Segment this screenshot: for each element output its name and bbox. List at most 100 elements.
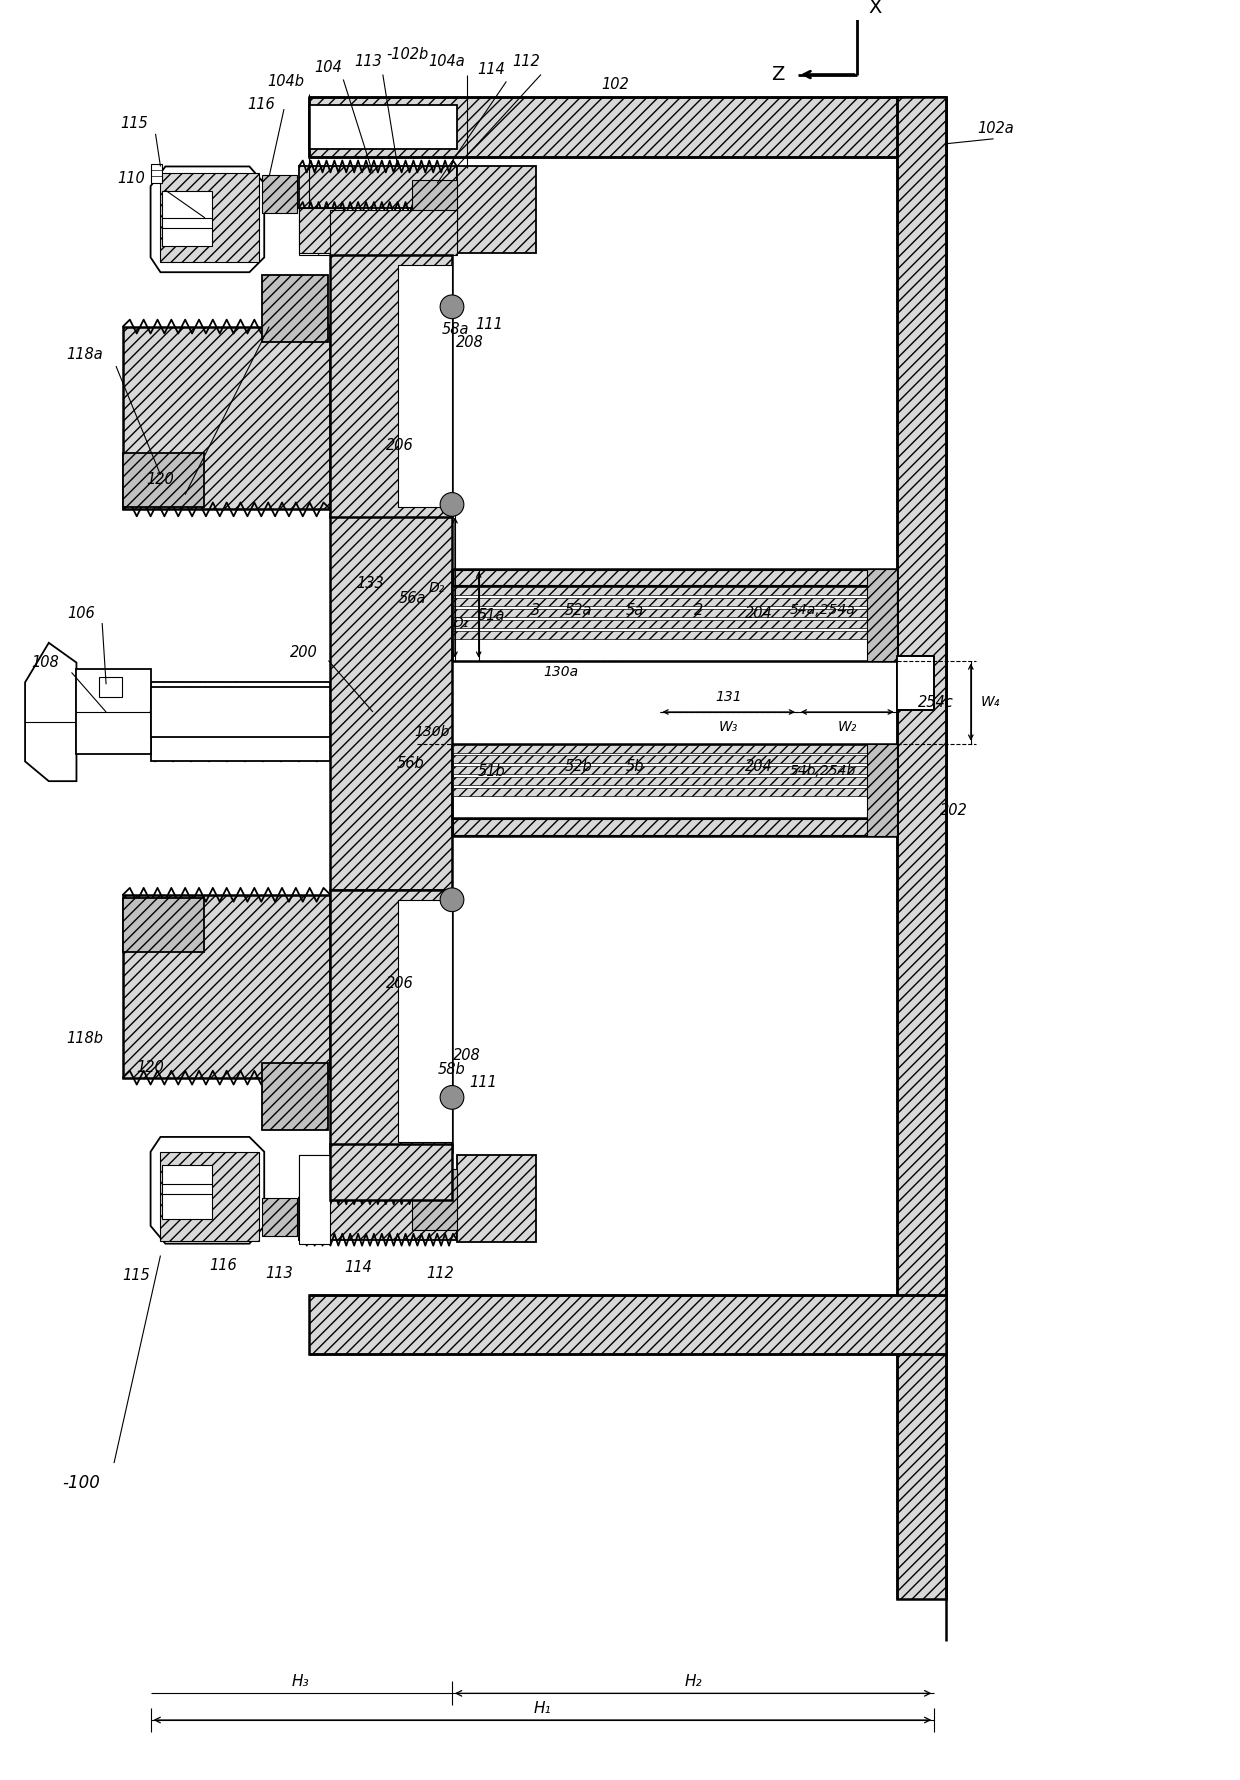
Polygon shape [25, 643, 77, 781]
Text: 56b: 56b [397, 756, 424, 771]
Bar [453, 789, 895, 796]
Bar [398, 265, 453, 507]
Bar [453, 587, 895, 595]
Text: 115: 115 [120, 116, 148, 132]
Bar [453, 609, 895, 618]
Text: 104b: 104b [268, 75, 305, 89]
Text: 116: 116 [248, 96, 275, 112]
Text: 133: 133 [356, 577, 384, 591]
Circle shape [440, 888, 464, 911]
Text: H₁: H₁ [533, 1700, 551, 1716]
Text: W₄: W₄ [981, 696, 1001, 708]
Bar [330, 1145, 453, 1200]
Bar [160, 173, 259, 262]
Text: 204: 204 [744, 605, 773, 621]
Text: 130a: 130a [543, 666, 578, 680]
Bar [262, 276, 329, 342]
Text: 113: 113 [265, 1266, 293, 1282]
Text: 120: 120 [146, 472, 175, 488]
Text: W₃: W₃ [719, 719, 738, 733]
Text: 111: 111 [470, 1075, 497, 1089]
Bar [299, 1155, 343, 1200]
Polygon shape [150, 167, 264, 272]
Bar [897, 98, 946, 1600]
Text: 5b: 5b [625, 758, 644, 774]
Bar [453, 755, 895, 764]
Text: 54b,254b: 54b,254b [790, 764, 856, 778]
Bar [413, 1168, 456, 1230]
Bar [150, 164, 162, 183]
Bar [123, 895, 330, 1077]
Text: 208: 208 [456, 335, 484, 351]
Bar [330, 514, 453, 890]
Text: 115: 115 [122, 1267, 150, 1283]
Bar [299, 167, 330, 255]
Text: 113: 113 [355, 53, 382, 69]
Text: 110: 110 [117, 171, 145, 185]
Text: W₂: W₂ [837, 719, 857, 733]
Text: 116: 116 [208, 1258, 237, 1273]
Text: 3: 3 [532, 603, 541, 618]
Bar [453, 767, 895, 774]
Text: 106: 106 [67, 605, 95, 621]
Text: 130b: 130b [414, 724, 450, 739]
Bar [330, 890, 453, 1152]
Text: 104: 104 [315, 61, 342, 75]
Text: 208: 208 [453, 1048, 481, 1063]
Bar [456, 1155, 536, 1242]
Bar [299, 1198, 456, 1239]
Text: 104a: 104a [429, 53, 465, 69]
Text: 108: 108 [31, 655, 58, 669]
Bar [398, 899, 453, 1143]
Bar [299, 167, 456, 208]
Text: 112: 112 [512, 53, 539, 69]
Bar [77, 669, 150, 755]
Text: 200: 200 [290, 644, 317, 660]
Bar [453, 570, 895, 586]
Bar [330, 210, 456, 255]
Bar [453, 630, 895, 639]
Circle shape [440, 295, 464, 319]
Bar [123, 454, 203, 507]
Bar [309, 105, 456, 150]
Text: 206: 206 [386, 438, 413, 452]
Bar [453, 744, 895, 753]
Bar [897, 655, 934, 710]
Text: 58b: 58b [438, 1063, 466, 1077]
Bar [123, 897, 203, 952]
Text: 54a,254a: 54a,254a [790, 603, 856, 618]
Text: 202: 202 [940, 803, 968, 819]
Text: H₂: H₂ [684, 1673, 702, 1689]
Bar [453, 619, 895, 628]
Bar [262, 1198, 296, 1235]
Text: -102b: -102b [387, 48, 429, 62]
Bar [123, 326, 330, 509]
Bar [456, 167, 536, 253]
Text: 52b: 52b [564, 758, 593, 774]
Polygon shape [150, 1137, 264, 1244]
Bar [867, 568, 897, 660]
Text: 118b: 118b [66, 1031, 103, 1045]
Text: 206: 206 [386, 975, 413, 991]
Text: D₂: D₂ [429, 582, 445, 596]
Bar [299, 1155, 330, 1244]
Text: 120: 120 [136, 1061, 165, 1075]
Text: 51b: 51b [477, 764, 506, 780]
Text: 118a: 118a [66, 347, 103, 361]
Text: X: X [868, 0, 882, 16]
Text: D₁: D₁ [453, 616, 469, 630]
Text: 112: 112 [427, 1266, 454, 1282]
Bar [99, 678, 122, 698]
Circle shape [440, 493, 464, 516]
Text: 52a: 52a [564, 603, 593, 618]
Bar [160, 1152, 259, 1241]
Text: 58a: 58a [441, 322, 469, 336]
Text: 114: 114 [477, 62, 506, 77]
Circle shape [440, 1086, 464, 1109]
Bar [330, 255, 453, 518]
Text: 254c: 254c [919, 694, 954, 710]
Text: 5a: 5a [626, 603, 644, 618]
Text: 2: 2 [694, 603, 703, 618]
Text: 111: 111 [476, 317, 503, 333]
Text: 102a: 102a [977, 121, 1014, 137]
